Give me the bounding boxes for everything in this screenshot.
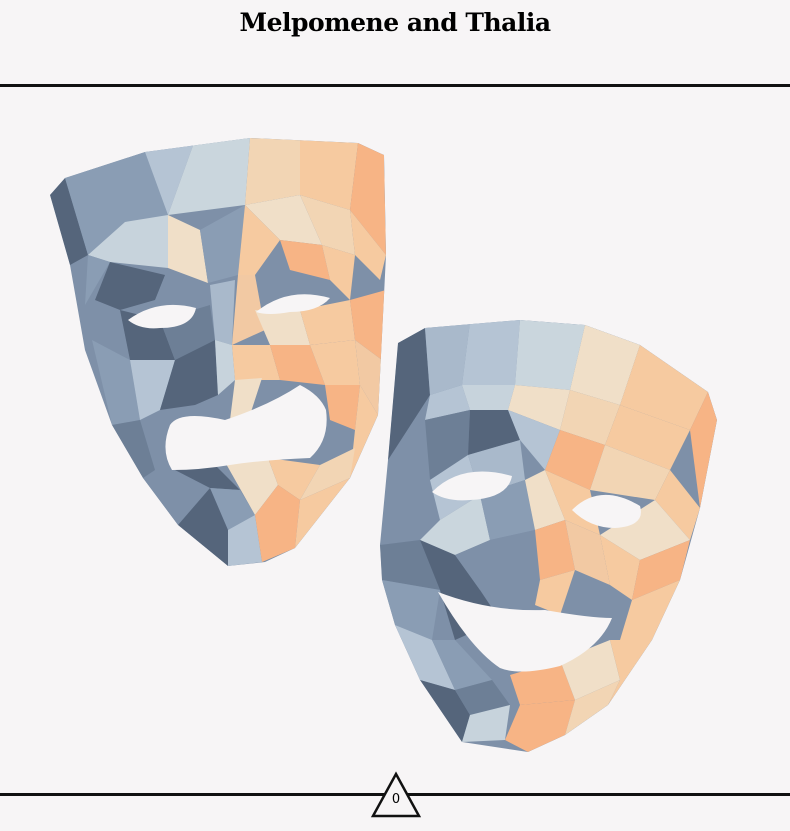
- comedy-left-eye: [432, 471, 512, 501]
- top-divider: [0, 84, 790, 87]
- counter-value: 0: [391, 792, 401, 807]
- theatre-masks-icon: [50, 138, 717, 752]
- tragedy-mask: [50, 138, 386, 566]
- tragedy-left-eye: [128, 304, 196, 329]
- page-title: Melpomene and Thalia: [239, 8, 551, 37]
- comedy-right-eye: [572, 494, 641, 528]
- tragedy-right-eye: [256, 294, 330, 314]
- comedy-mask: [380, 320, 717, 752]
- triangle-counter-icon[interactable]: [370, 771, 422, 819]
- tragedy-mouth: [165, 385, 327, 470]
- comedy-mouth: [438, 592, 612, 672]
